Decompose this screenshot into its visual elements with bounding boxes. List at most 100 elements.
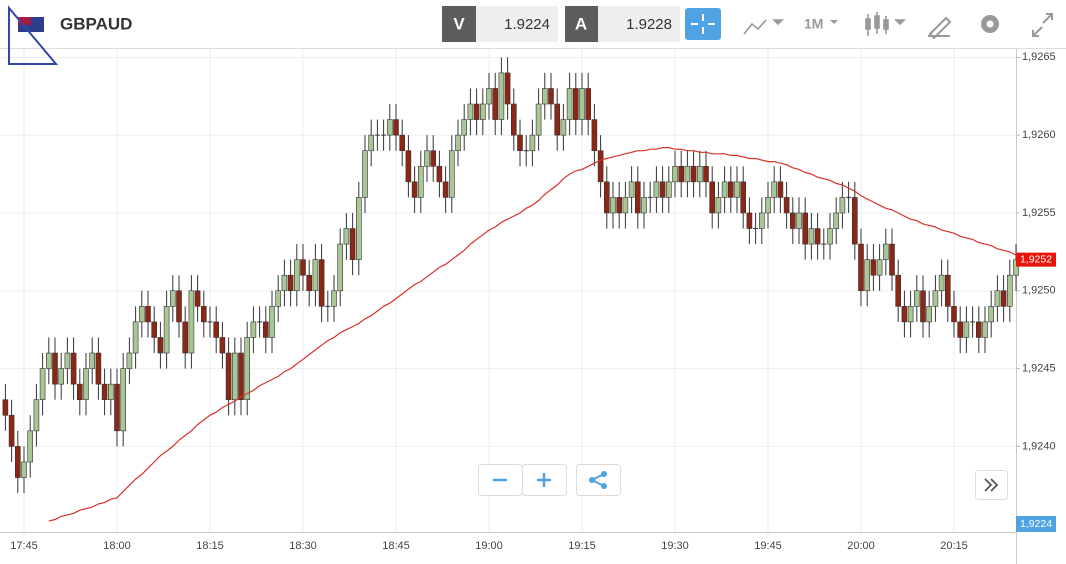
- candle-body: [486, 88, 492, 105]
- candle-body: [293, 259, 300, 292]
- candle-body: [678, 165, 685, 183]
- candle-body: [275, 290, 282, 307]
- candle-body: [225, 352, 232, 401]
- x-tick-label: 19:15: [568, 540, 596, 552]
- x-tick-label: 19:00: [475, 540, 503, 552]
- candle-body: [864, 259, 871, 292]
- candles: [2, 57, 1019, 494]
- candle-body: [64, 352, 71, 369]
- crosshair-button[interactable]: [685, 8, 721, 40]
- x-tick-label: 18:45: [382, 540, 410, 552]
- candle-body: [89, 352, 95, 369]
- candle-body: [349, 228, 356, 260]
- candle-body: [684, 165, 691, 183]
- candle-body: [306, 274, 313, 292]
- candle-body: [281, 274, 288, 292]
- candle-body: [498, 72, 505, 120]
- share-button[interactable]: [576, 464, 621, 496]
- timeframe[interactable]: 1M: [804, 16, 823, 32]
- x-tick-label: 18:30: [289, 540, 317, 552]
- chart-type-button[interactable]: [743, 19, 784, 35]
- candle-body: [467, 103, 474, 120]
- candle-body: [634, 181, 641, 214]
- candle-body: [988, 306, 995, 323]
- candle-body: [411, 181, 418, 198]
- candle-body: [975, 321, 982, 338]
- candle-body: [926, 306, 933, 323]
- zoom-in-button[interactable]: [522, 464, 567, 496]
- price-badge-label: 1,9224: [1020, 518, 1052, 530]
- y-tick-label: 1,9240: [1022, 440, 1056, 452]
- candle-style-button[interactable]: [865, 12, 906, 36]
- sell-price: 1.9224: [504, 16, 550, 33]
- candle-body: [957, 321, 964, 338]
- candle-body: [808, 228, 815, 245]
- candle-body: [529, 134, 536, 152]
- y-tick-label: 1,9265: [1022, 51, 1056, 63]
- candle-body: [709, 181, 716, 214]
- settings-button[interactable]: [981, 15, 999, 33]
- candle-body: [312, 259, 319, 292]
- candle-body: [690, 165, 697, 183]
- candle-body: [8, 414, 15, 447]
- candle-body: [783, 197, 790, 214]
- candle-body: [424, 150, 430, 167]
- candle-body: [176, 290, 182, 323]
- candle-body: [721, 181, 728, 198]
- zoom-out-button[interactable]: [478, 464, 523, 496]
- sell-label: V: [453, 14, 465, 33]
- candle-body: [114, 383, 120, 432]
- x-tick-label: 18:00: [103, 540, 131, 552]
- candle-body: [257, 321, 263, 323]
- y-tick-label: 1,9255: [1022, 207, 1056, 219]
- candle-body: [560, 119, 567, 136]
- candle-body: [641, 197, 647, 214]
- price-badge: [1016, 516, 1056, 532]
- scroll-right-button[interactable]: [975, 470, 1008, 500]
- candle-body: [734, 181, 740, 198]
- candle-body: [393, 119, 399, 136]
- sell-price-box[interactable]: [476, 6, 558, 42]
- candle-body: [982, 321, 988, 338]
- candle-body: [913, 290, 920, 307]
- candle-body: [83, 368, 89, 401]
- candle-body: [846, 196, 852, 198]
- sell-button[interactable]: [442, 6, 476, 42]
- candle-body: [399, 134, 406, 152]
- fullscreen-button[interactable]: [1032, 13, 1053, 37]
- y-tick-label: 1,9250: [1022, 285, 1056, 297]
- buy-button[interactable]: [565, 6, 598, 42]
- candle-body: [833, 212, 840, 229]
- candle-body: [442, 181, 449, 198]
- candle-body: [994, 290, 1001, 307]
- candle-body: [430, 150, 437, 167]
- candle-body: [548, 88, 554, 105]
- draw-tool-button[interactable]: [928, 16, 952, 40]
- candle-body: [653, 181, 660, 198]
- candle-body: [157, 337, 164, 354]
- candle-body: [374, 134, 380, 136]
- candle-body: [417, 165, 424, 198]
- candle-body: [2, 399, 9, 416]
- candle-body: [610, 197, 616, 214]
- buy-price-box[interactable]: [598, 6, 680, 42]
- candle-body: [461, 119, 468, 136]
- candle-body: [777, 181, 784, 198]
- candle-body: [126, 352, 133, 369]
- candle-body: [207, 321, 213, 323]
- buy-label: A: [575, 14, 587, 33]
- candle-body: [796, 212, 802, 229]
- candle-body: [628, 181, 635, 198]
- candle-body: [479, 103, 486, 120]
- candle-body: [616, 197, 623, 214]
- candle-body: [672, 165, 678, 183]
- candle-body: [901, 306, 908, 323]
- x-tick-label: 19:45: [754, 540, 782, 552]
- candle-body: [789, 212, 796, 229]
- candle-body: [802, 212, 809, 245]
- candle-body: [300, 259, 306, 276]
- y-tick-label: 1,9245: [1022, 362, 1056, 374]
- candle-body: [944, 274, 951, 307]
- candle-body: [132, 321, 139, 354]
- candle-body: [27, 430, 34, 463]
